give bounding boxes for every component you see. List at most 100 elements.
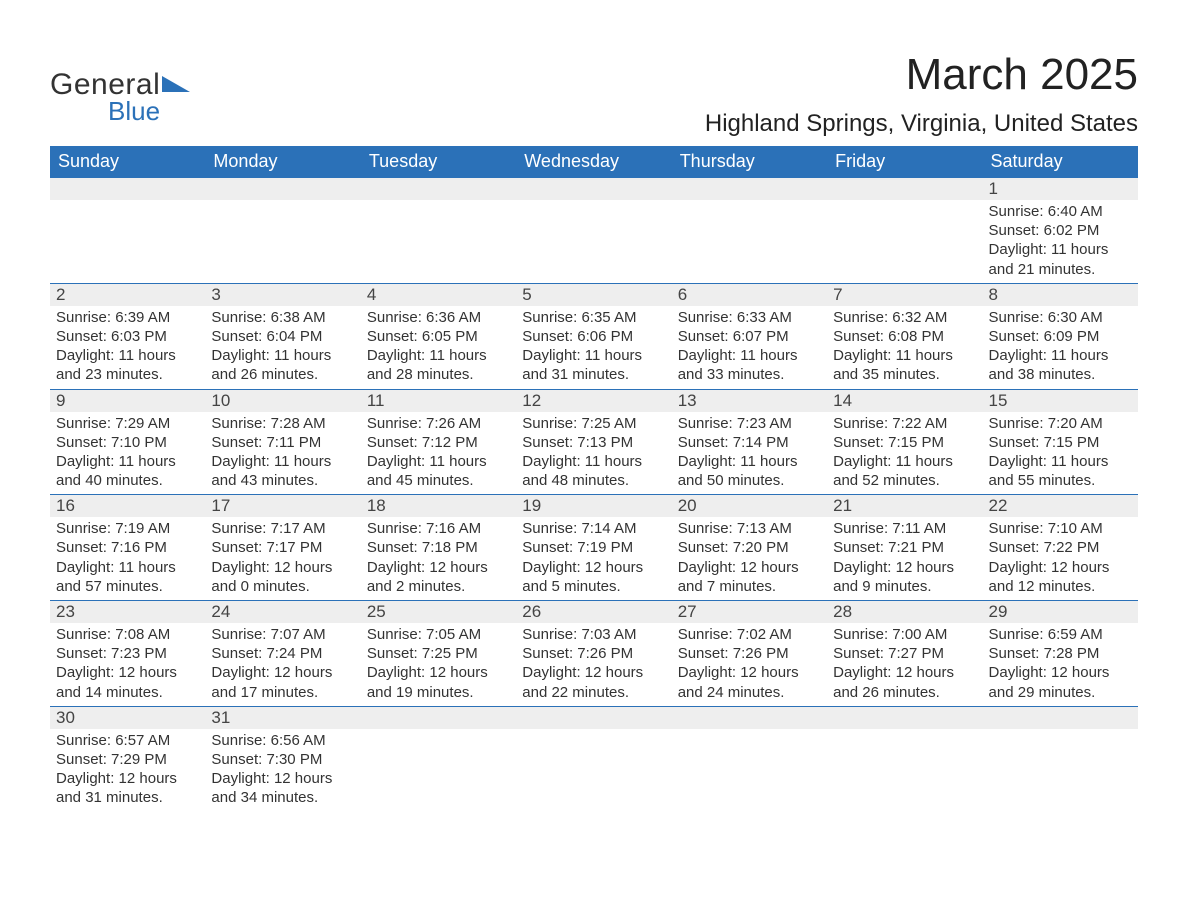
day-number: 16: [50, 495, 205, 517]
weekday-header: Thursday: [672, 146, 827, 178]
day-details: Sunrise: 7:19 AMSunset: 7:16 PMDaylight:…: [50, 517, 205, 600]
day-details: Sunrise: 6:35 AMSunset: 6:06 PMDaylight:…: [516, 306, 671, 389]
calendar-cell: 16Sunrise: 7:19 AMSunset: 7:16 PMDayligh…: [50, 495, 205, 601]
sunset-line: Sunset: 7:18 PM: [367, 538, 510, 557]
day-number: 2: [50, 284, 205, 306]
sunset-line: Sunset: 7:25 PM: [367, 644, 510, 663]
day-details: Sunrise: 7:28 AMSunset: 7:11 PMDaylight:…: [205, 412, 360, 495]
day-number: 5: [516, 284, 671, 306]
weekday-header: Friday: [827, 146, 982, 178]
day-number: [827, 178, 982, 200]
day-number: 21: [827, 495, 982, 517]
daylight-line: Daylight: 12 hours and 9 minutes.: [833, 558, 976, 596]
calendar-cell: 14Sunrise: 7:22 AMSunset: 7:15 PMDayligh…: [827, 389, 982, 495]
calendar-cell: 10Sunrise: 7:28 AMSunset: 7:11 PMDayligh…: [205, 389, 360, 495]
daylight-line: Daylight: 11 hours and 40 minutes.: [56, 452, 199, 490]
sunrise-line: Sunrise: 6:40 AM: [989, 202, 1132, 221]
day-number: 20: [672, 495, 827, 517]
calendar-cell: 9Sunrise: 7:29 AMSunset: 7:10 PMDaylight…: [50, 389, 205, 495]
daylight-line: Daylight: 11 hours and 26 minutes.: [211, 346, 354, 384]
day-number: 19: [516, 495, 671, 517]
title-block: March 2025 Highland Springs, Virginia, U…: [705, 50, 1138, 138]
day-details: Sunrise: 7:13 AMSunset: 7:20 PMDaylight:…: [672, 517, 827, 600]
day-details: Sunrise: 7:07 AMSunset: 7:24 PMDaylight:…: [205, 623, 360, 706]
day-number: 1: [983, 178, 1138, 200]
sunset-line: Sunset: 7:29 PM: [56, 750, 199, 769]
daylight-line: Daylight: 11 hours and 50 minutes.: [678, 452, 821, 490]
daylight-line: Daylight: 12 hours and 24 minutes.: [678, 663, 821, 701]
day-number: 23: [50, 601, 205, 623]
day-number: [50, 178, 205, 200]
day-number: 24: [205, 601, 360, 623]
sunrise-line: Sunrise: 6:59 AM: [989, 625, 1132, 644]
calendar-cell-empty: [361, 706, 516, 811]
day-number: 10: [205, 390, 360, 412]
location: Highland Springs, Virginia, United State…: [705, 110, 1138, 138]
calendar-row: 30Sunrise: 6:57 AMSunset: 7:29 PMDayligh…: [50, 706, 1138, 811]
calendar-cell: 8Sunrise: 6:30 AMSunset: 6:09 PMDaylight…: [983, 283, 1138, 389]
daylight-line: Daylight: 11 hours and 48 minutes.: [522, 452, 665, 490]
calendar-cell: 12Sunrise: 7:25 AMSunset: 7:13 PMDayligh…: [516, 389, 671, 495]
calendar-cell: 25Sunrise: 7:05 AMSunset: 7:25 PMDayligh…: [361, 601, 516, 707]
calendar-cell: 4Sunrise: 6:36 AMSunset: 6:05 PMDaylight…: [361, 283, 516, 389]
daylight-line: Daylight: 12 hours and 14 minutes.: [56, 663, 199, 701]
daylight-line: Daylight: 12 hours and 19 minutes.: [367, 663, 510, 701]
sunrise-line: Sunrise: 6:36 AM: [367, 308, 510, 327]
daylight-line: Daylight: 12 hours and 26 minutes.: [833, 663, 976, 701]
day-details: Sunrise: 7:22 AMSunset: 7:15 PMDaylight:…: [827, 412, 982, 495]
day-details: Sunrise: 7:05 AMSunset: 7:25 PMDaylight:…: [361, 623, 516, 706]
sunset-line: Sunset: 7:26 PM: [678, 644, 821, 663]
calendar-cell: 17Sunrise: 7:17 AMSunset: 7:17 PMDayligh…: [205, 495, 360, 601]
day-details: Sunrise: 6:32 AMSunset: 6:08 PMDaylight:…: [827, 306, 982, 389]
day-number: 22: [983, 495, 1138, 517]
day-details: [361, 200, 516, 270]
sunrise-line: Sunrise: 6:30 AM: [989, 308, 1132, 327]
sunset-line: Sunset: 6:04 PM: [211, 327, 354, 346]
daylight-line: Daylight: 11 hours and 23 minutes.: [56, 346, 199, 384]
calendar-row: 1Sunrise: 6:40 AMSunset: 6:02 PMDaylight…: [50, 178, 1138, 284]
day-number: 14: [827, 390, 982, 412]
day-details: Sunrise: 7:11 AMSunset: 7:21 PMDaylight:…: [827, 517, 982, 600]
sunrise-line: Sunrise: 7:00 AM: [833, 625, 976, 644]
calendar-cell: 30Sunrise: 6:57 AMSunset: 7:29 PMDayligh…: [50, 706, 205, 811]
day-number: [983, 707, 1138, 729]
day-details: Sunrise: 6:30 AMSunset: 6:09 PMDaylight:…: [983, 306, 1138, 389]
sunrise-line: Sunrise: 7:02 AM: [678, 625, 821, 644]
sunrise-line: Sunrise: 7:10 AM: [989, 519, 1132, 538]
sunrise-line: Sunrise: 7:07 AM: [211, 625, 354, 644]
day-details: Sunrise: 6:56 AMSunset: 7:30 PMDaylight:…: [205, 729, 360, 812]
sunrise-line: Sunrise: 6:32 AM: [833, 308, 976, 327]
day-details: [50, 200, 205, 270]
day-number: 8: [983, 284, 1138, 306]
day-details: [827, 200, 982, 270]
calendar-cell: 2Sunrise: 6:39 AMSunset: 6:03 PMDaylight…: [50, 283, 205, 389]
sunset-line: Sunset: 7:19 PM: [522, 538, 665, 557]
weekday-header: Wednesday: [516, 146, 671, 178]
sunrise-line: Sunrise: 7:08 AM: [56, 625, 199, 644]
calendar-cell: 28Sunrise: 7:00 AMSunset: 7:27 PMDayligh…: [827, 601, 982, 707]
calendar-cell: 29Sunrise: 6:59 AMSunset: 7:28 PMDayligh…: [983, 601, 1138, 707]
sunrise-line: Sunrise: 7:16 AM: [367, 519, 510, 538]
sunset-line: Sunset: 6:08 PM: [833, 327, 976, 346]
calendar-cell: 5Sunrise: 6:35 AMSunset: 6:06 PMDaylight…: [516, 283, 671, 389]
calendar-cell-empty: [516, 706, 671, 811]
calendar-cell: 21Sunrise: 7:11 AMSunset: 7:21 PMDayligh…: [827, 495, 982, 601]
day-details: [672, 200, 827, 270]
calendar-cell: 1Sunrise: 6:40 AMSunset: 6:02 PMDaylight…: [983, 178, 1138, 284]
day-details: [516, 200, 671, 270]
day-number: [516, 707, 671, 729]
calendar-cell-empty: [827, 706, 982, 811]
logo: General Blue: [50, 68, 190, 127]
sunset-line: Sunset: 6:05 PM: [367, 327, 510, 346]
day-details: [361, 729, 516, 799]
day-number: [361, 178, 516, 200]
calendar-cell: 27Sunrise: 7:02 AMSunset: 7:26 PMDayligh…: [672, 601, 827, 707]
sunset-line: Sunset: 7:21 PM: [833, 538, 976, 557]
day-number: 9: [50, 390, 205, 412]
sunset-line: Sunset: 6:09 PM: [989, 327, 1132, 346]
day-details: [827, 729, 982, 799]
sunrise-line: Sunrise: 7:26 AM: [367, 414, 510, 433]
sunset-line: Sunset: 7:27 PM: [833, 644, 976, 663]
sunrise-line: Sunrise: 7:14 AM: [522, 519, 665, 538]
day-number: 17: [205, 495, 360, 517]
